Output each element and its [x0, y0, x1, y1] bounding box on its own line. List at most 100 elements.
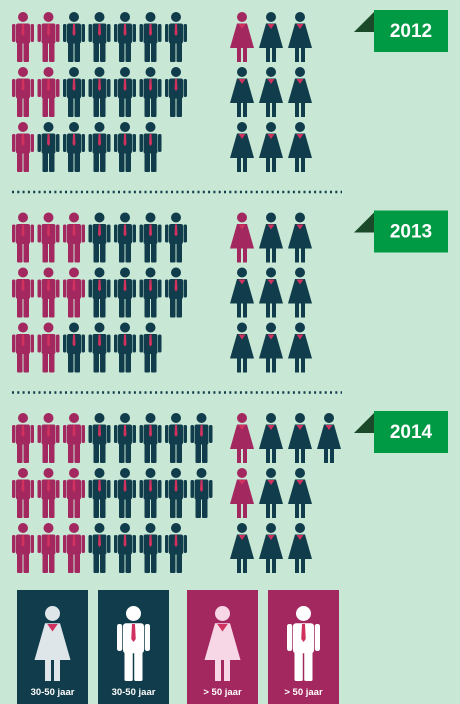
arm	[209, 425, 213, 443]
man-icon	[88, 12, 111, 62]
leg	[49, 97, 55, 117]
leg	[17, 443, 23, 463]
leg	[68, 42, 74, 62]
leg	[23, 498, 29, 518]
head	[94, 67, 105, 77]
dress	[230, 23, 254, 48]
arm	[165, 425, 169, 443]
tie	[72, 480, 76, 492]
arm	[165, 535, 169, 553]
head	[145, 413, 156, 423]
arm	[30, 535, 34, 553]
arm	[63, 279, 67, 298]
man-icon	[63, 468, 85, 518]
arm	[12, 279, 16, 298]
arm	[81, 279, 85, 298]
leg	[134, 651, 143, 681]
head	[18, 67, 28, 77]
leg	[68, 352, 74, 373]
tie	[174, 24, 178, 36]
scarf	[296, 24, 304, 29]
head	[266, 413, 276, 423]
tie	[174, 224, 178, 237]
leg	[324, 448, 328, 463]
arm	[81, 224, 85, 243]
tie	[72, 24, 76, 36]
head	[94, 322, 105, 333]
arm	[107, 535, 111, 553]
leg	[237, 357, 241, 373]
leg	[93, 352, 99, 373]
man-icon	[139, 267, 162, 318]
arm	[139, 24, 143, 42]
dress	[259, 224, 283, 249]
leg	[295, 247, 299, 263]
leg	[68, 97, 74, 117]
arm	[132, 425, 136, 443]
arm	[30, 79, 34, 97]
leg	[119, 553, 125, 573]
man-icon	[139, 322, 162, 373]
leg	[195, 498, 201, 518]
leg	[68, 498, 74, 518]
man-icon	[63, 267, 85, 318]
head	[18, 212, 28, 223]
leg	[151, 443, 157, 463]
leg	[124, 651, 133, 681]
scarf	[238, 279, 246, 285]
head	[266, 67, 276, 77]
scarf	[296, 224, 304, 230]
tie	[174, 425, 178, 437]
head	[69, 413, 79, 423]
leg	[125, 152, 131, 172]
arm	[63, 79, 67, 97]
woman-icon	[288, 322, 312, 373]
arm	[107, 425, 111, 443]
leg	[176, 297, 182, 318]
woman-icon	[259, 523, 283, 573]
head	[295, 122, 305, 132]
woman-icon	[288, 468, 312, 518]
man-icon	[139, 67, 162, 117]
man-icon	[114, 122, 136, 172]
tie	[149, 224, 152, 237]
man-icon	[165, 12, 187, 62]
leg	[202, 443, 208, 463]
leg	[272, 357, 276, 373]
arm	[81, 425, 85, 443]
head	[43, 468, 54, 478]
leg	[68, 553, 74, 573]
leg	[119, 152, 125, 172]
arm	[183, 535, 187, 553]
dress	[288, 479, 312, 504]
leg	[170, 297, 176, 318]
man-icon	[114, 523, 136, 573]
arm	[139, 334, 143, 353]
woman-icon	[259, 122, 283, 172]
arm	[114, 425, 118, 443]
leg	[17, 152, 23, 172]
leg	[68, 297, 74, 318]
arm	[132, 279, 136, 298]
leg	[100, 498, 106, 518]
tie	[174, 480, 178, 492]
leg	[266, 157, 270, 172]
tie	[72, 334, 76, 347]
arm	[107, 334, 111, 353]
scarf	[296, 535, 304, 540]
dress	[34, 623, 71, 660]
leg	[49, 42, 55, 62]
head	[69, 523, 79, 533]
leg	[301, 448, 305, 463]
head	[145, 67, 156, 77]
leg	[42, 297, 48, 318]
head	[237, 523, 247, 533]
tie	[149, 79, 152, 91]
legend-label: > 50 jaar	[284, 687, 323, 698]
man-icon	[165, 468, 187, 518]
arm	[88, 535, 92, 553]
leg	[17, 352, 23, 373]
leg	[100, 97, 106, 117]
leg	[42, 97, 48, 117]
dress	[204, 623, 241, 660]
